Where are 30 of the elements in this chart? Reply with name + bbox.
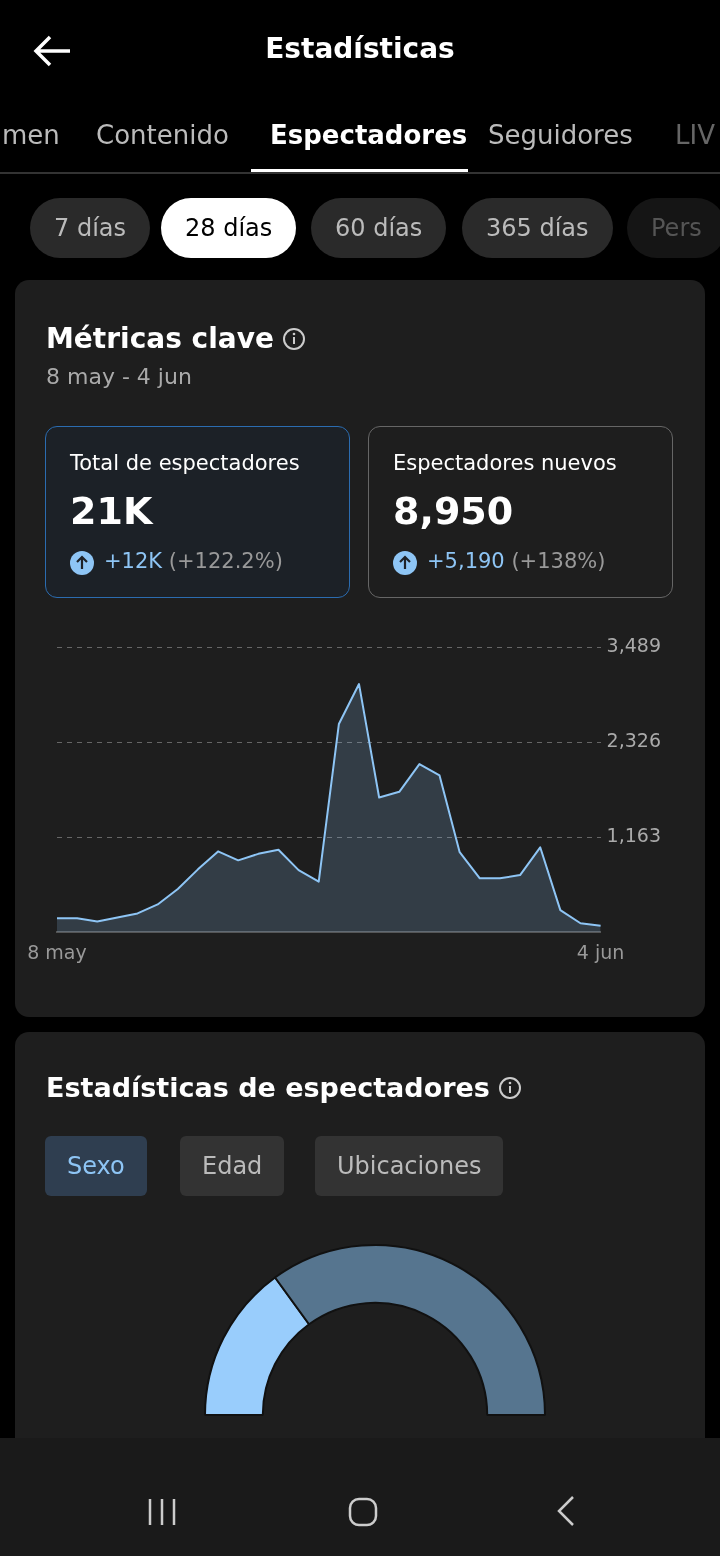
x-tick-label: 8 may xyxy=(27,940,87,963)
text: Seguidores xyxy=(488,120,633,150)
text: 365 días xyxy=(462,198,613,258)
chart-title: Métricas clave xyxy=(46,322,274,355)
text: 7 días xyxy=(30,198,151,258)
text: 8,950 xyxy=(393,489,514,533)
text: Sexo xyxy=(45,1136,147,1196)
text: Total de espectadores xyxy=(70,451,300,475)
y-tick-label: 2,326 xyxy=(606,729,662,752)
text: Estadísticas xyxy=(264,32,456,65)
text: 60 días xyxy=(311,198,447,258)
y-tick-label: 3,489 xyxy=(606,634,662,657)
text: men xyxy=(2,120,60,150)
text: (+138%) xyxy=(511,549,606,573)
text: +12K xyxy=(104,549,163,573)
y-tick-label: 1,163 xyxy=(606,824,662,847)
text: Edad xyxy=(180,1136,285,1196)
text: +5,190 xyxy=(427,549,505,573)
text: Espectadores nuevos xyxy=(393,451,617,475)
text: 21K xyxy=(70,489,153,533)
text: 28 días xyxy=(161,198,297,258)
x-tick-label: 4 jun xyxy=(576,940,625,963)
text: Contenido xyxy=(96,120,229,150)
text: Pers xyxy=(627,198,720,258)
text: (+122.2%) xyxy=(168,549,283,573)
text: LIV xyxy=(675,120,715,150)
text: Ubicaciones xyxy=(315,1136,504,1196)
chart-title: Estadísticas de espectadores xyxy=(46,1072,490,1103)
chart-subtitle: 8 may - 4 jun xyxy=(46,364,192,389)
text: Espectadores xyxy=(270,120,468,150)
